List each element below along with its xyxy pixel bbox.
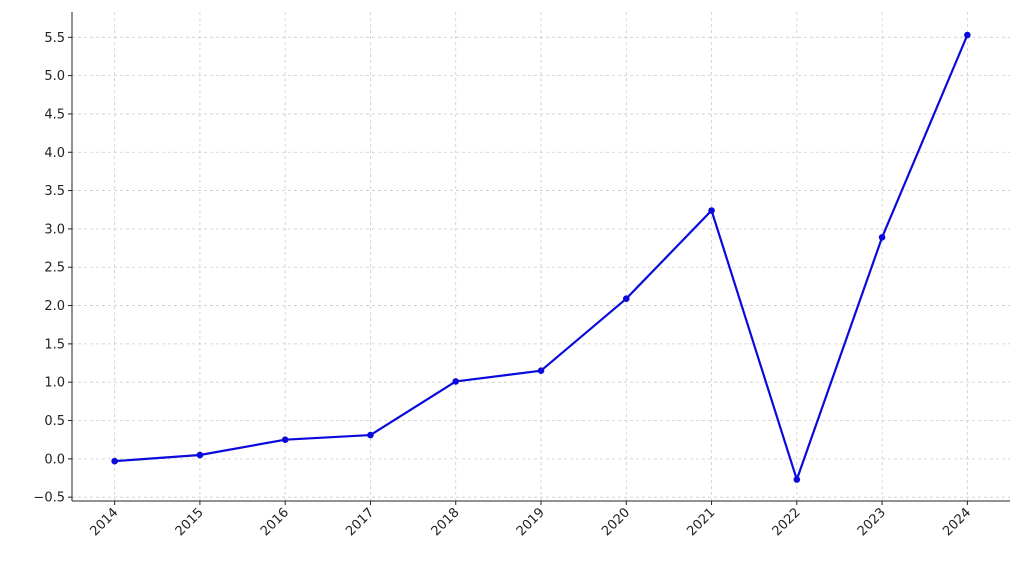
x-axis-ticks: 2014 2015 2016 2017 2018 2019 2020 2021 2022 2023… [87,501,974,539]
y-tick-label: 4.5 [44,107,65,122]
x-tick-label: 2014 [87,505,121,539]
x-tick-label: 2019 [514,505,548,539]
data-point [452,378,460,385]
x-tick-label: 2018 [429,505,463,539]
data-point [622,295,630,302]
data-point [281,436,289,443]
x-tick-label: 2020 [599,505,633,539]
data-point [708,207,715,214]
y-tick-label: 3.5 [44,184,65,199]
data-point [537,367,545,375]
data-point [964,31,971,39]
y-tick-label: 2.5 [44,261,65,276]
data-point [878,234,886,241]
y-tick-label: 1.5 [44,337,65,352]
series-line [114,34,969,481]
y-tick-label: 0.5 [44,414,65,429]
x-tick-label: 2021 [684,505,718,539]
y-tick-label: 2.0 [44,299,65,314]
data-point [367,431,374,439]
grid [72,12,1010,501]
x-tick-label: 2024 [940,505,974,539]
x-tick-label: 2023 [855,505,889,539]
y-tick-label: 5.5 [44,31,65,46]
data-point [196,451,204,459]
y-tick-label: 1.0 [44,376,65,391]
y-axis-ticks: −0.5 0.0 0.5 1.0 1.5 2.0 2.5 3.0 3.5 4.0 4.5 5.0 5.5 [33,31,72,506]
x-tick-label: 2015 [173,505,207,539]
data-point [111,457,118,465]
x-tick-label: 2017 [343,505,377,539]
x-tick-label: 2016 [258,505,292,539]
y-tick-label: −0.5 [33,491,65,506]
y-tick-label: 3.0 [44,222,65,237]
y-tick-label: 4.0 [44,146,65,161]
x-tick-label: 2022 [770,505,804,539]
y-tick-label: 5.0 [44,69,65,84]
series [111,31,971,483]
y-tick-label: 0.0 [44,452,65,467]
data-point [793,476,801,483]
